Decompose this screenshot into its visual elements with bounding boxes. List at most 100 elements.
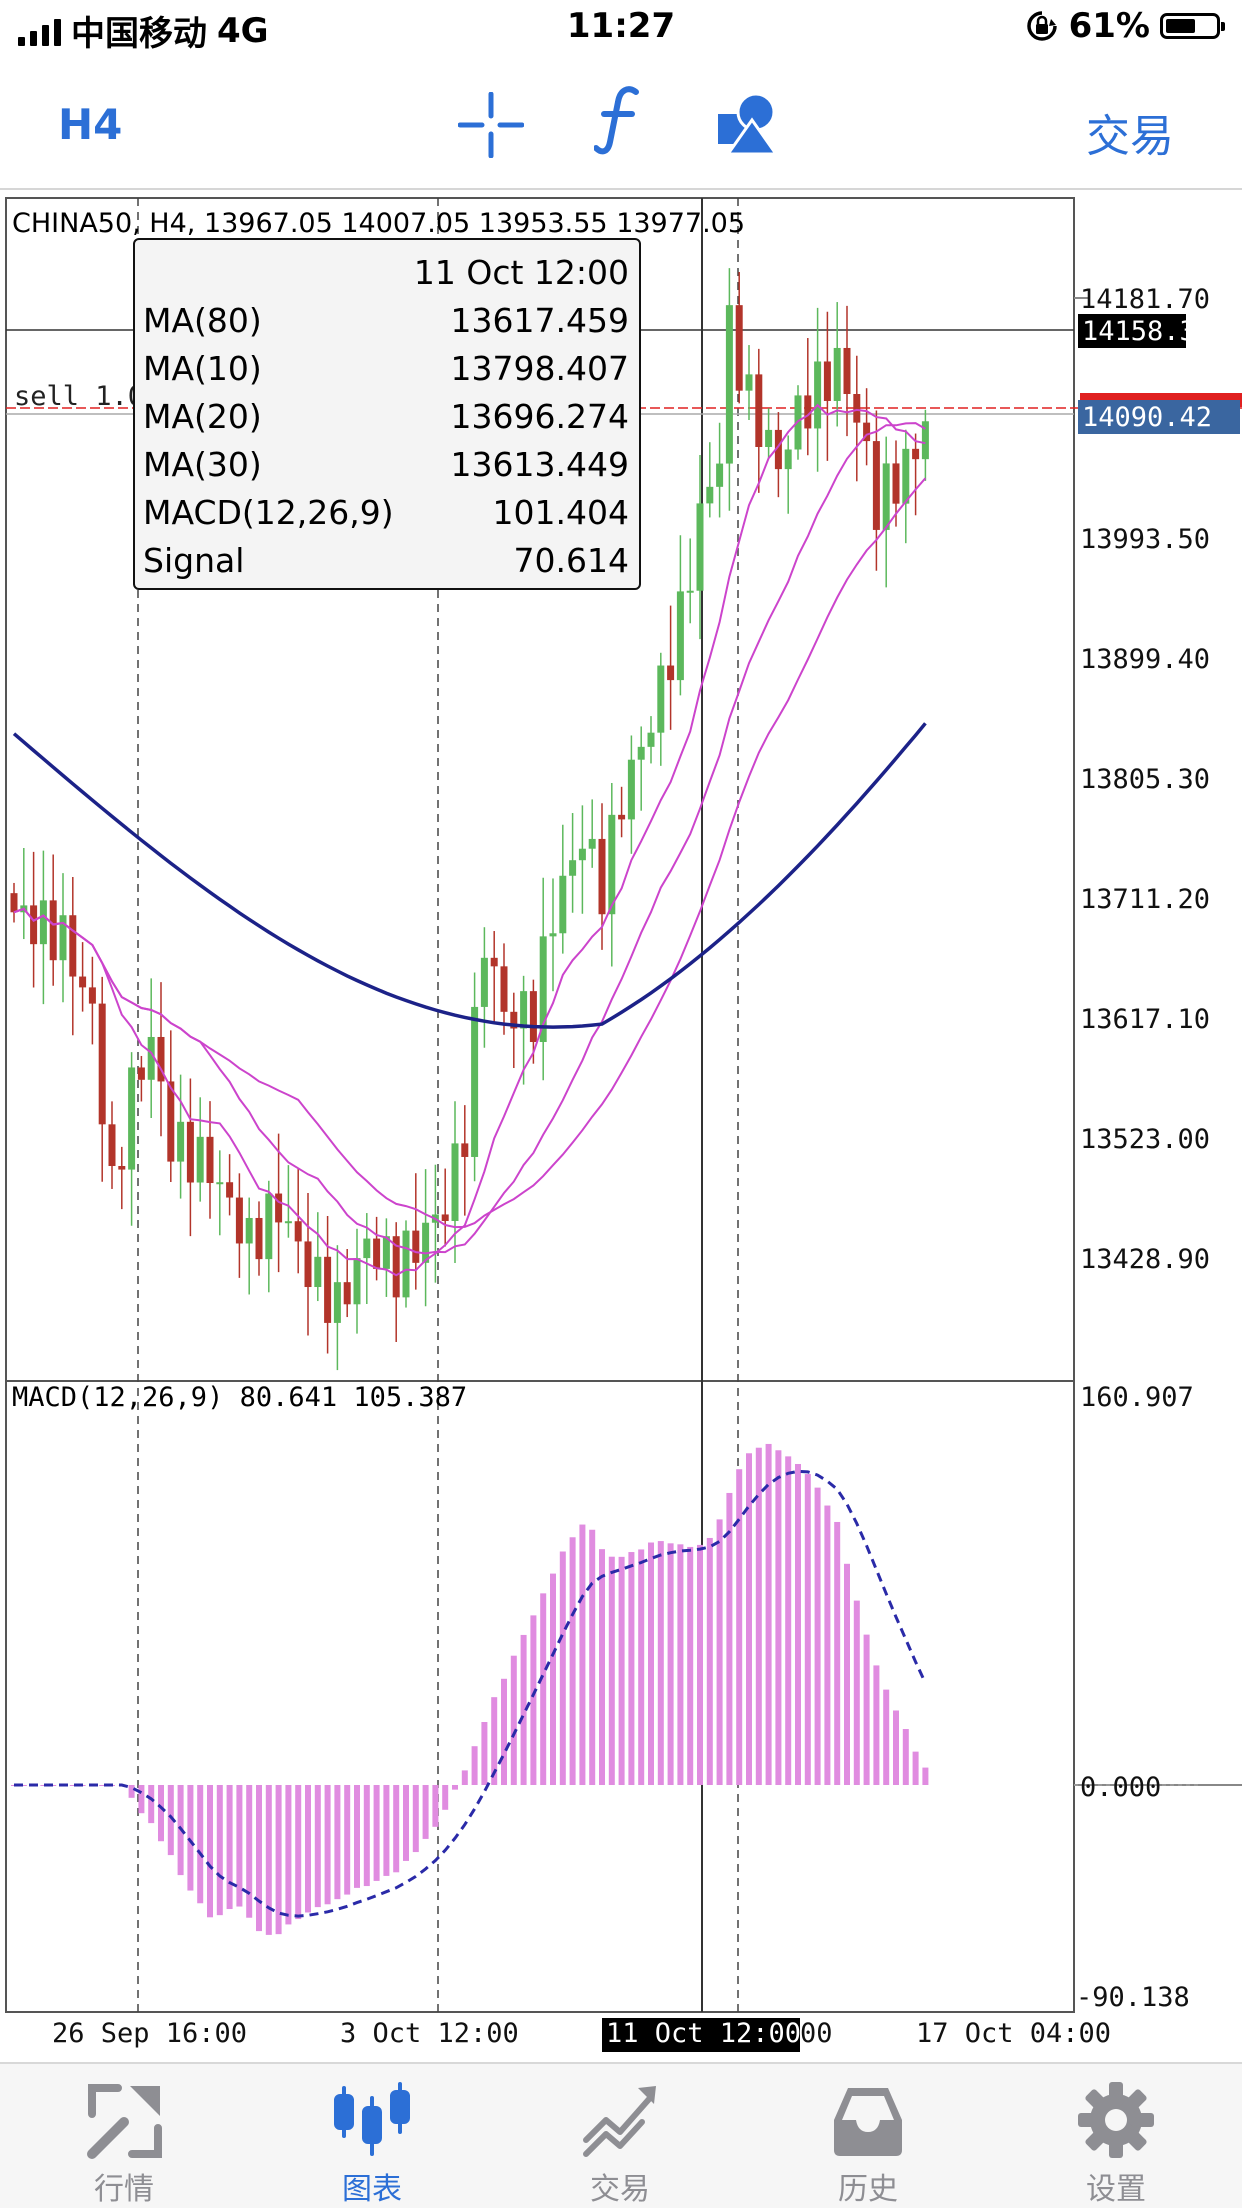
price-tick: 13711.20 [1080,884,1210,915]
moving-averages [12,403,927,1277]
orientation-lock-icon [1026,11,1057,41]
candle-body [39,900,47,945]
macd-bar [618,1556,625,1785]
candle-body [686,590,694,593]
trade-button[interactable]: 交易 [1086,111,1174,162]
candle-body [353,1258,361,1305]
candles [10,268,929,1371]
macd-bar [559,1551,566,1785]
time-tick-partial: 00 [800,2018,833,2049]
macd-bar [824,1505,831,1785]
price-tick: 13617.10 [1080,1004,1210,1035]
macd-bar [285,1785,292,1925]
tab-history[interactable]: 历史 [744,2064,992,2210]
macd-bar [716,1519,723,1785]
tooltip-value: 101.404 [492,492,629,532]
candle-body [921,421,929,460]
candle-body [598,838,606,915]
macd-bar [363,1785,370,1887]
macd-bar [432,1785,439,1827]
macd-bar [912,1751,919,1785]
tooltip-row: MA(30) 13613.449 [143,440,629,488]
macd-bar [236,1785,243,1907]
macd-bar [158,1785,164,1842]
candle-body [529,991,537,1043]
candle-body [147,1036,155,1080]
macd-bar [295,1785,302,1920]
macd-tick: 160.907 [1080,1382,1194,1413]
candle-body [49,900,57,961]
tab-settings[interactable]: 设置 [992,2064,1240,2210]
tab-trade[interactable]: 交易 [496,2064,744,2210]
tab-label: 交易 [590,2172,650,2207]
candle-body [206,1136,214,1184]
macd-bar [648,1542,654,1785]
macd-bar [775,1450,782,1785]
candle-body [294,1221,302,1242]
status-left: 中国移动 4G [18,6,269,55]
macd-bar [422,1785,429,1839]
candle-body [422,1222,430,1263]
macd-histogram [11,1443,929,1935]
candle-body [108,1124,116,1167]
candle-body [441,1214,449,1221]
candle-body [912,448,920,460]
tooltip-value: 13613.449 [450,444,629,484]
candle-body [343,1282,351,1305]
quotes-icon [87,2084,162,2159]
candle-body [618,814,626,820]
macd-bar [765,1443,772,1785]
macd-bar [383,1785,390,1876]
candle-body [284,1221,292,1224]
objects-button[interactable] [716,90,782,156]
tab-label: 图表 [342,2172,402,2207]
macd-bar [736,1469,743,1785]
time-tick: 26 Sep 16:00 [52,2018,247,2049]
macd-bar [197,1785,204,1904]
tooltip-label: MA(20) [143,396,262,436]
tab-quotes[interactable]: 行情 [0,2064,248,2210]
tab-bar: 行情 图表 交易 历史 [0,2062,1242,2208]
candle-body [304,1241,312,1288]
tab-label: 行情 [94,2172,154,2207]
crosshair-button[interactable] [457,91,525,159]
macd-bar [324,1785,331,1905]
timeframe-button[interactable]: H4 [58,100,123,149]
macd-bar [187,1785,194,1891]
tooltip-label: MA(10) [143,348,262,388]
candle-body [843,347,851,395]
macd-bar [520,1634,527,1785]
candle-body [892,463,900,504]
clock: 11:27 [566,6,676,46]
tooltip-value: 13798.407 [450,348,629,388]
macd-bar [540,1593,547,1785]
tooltip-row: Signal 70.614 [143,536,629,584]
candle-body [461,1143,469,1157]
macd-bar [344,1785,351,1895]
candle-body [765,429,773,447]
indicators-button[interactable] [593,86,644,156]
tooltip-label: MACD(12,26,9) [143,492,394,532]
macd-bar [608,1556,615,1785]
carrier-label: 中国移动 [71,14,207,54]
chart-icon [334,2082,410,2156]
macd-bar [706,1537,713,1785]
tab-label: 设置 [1086,2172,1146,2207]
tab-chart[interactable]: 图表 [248,2064,496,2210]
macd-bar [167,1785,174,1856]
candle-body [667,665,675,681]
macd-bar [589,1529,596,1785]
macd-bar [412,1785,419,1853]
macd-bar [265,1785,272,1935]
macd-bar [246,1785,253,1918]
candle-body [235,1197,243,1244]
macd-bar [726,1492,733,1785]
moving-average-line [13,477,927,1229]
tooltip-label: Signal [143,540,245,580]
candle-body [196,1136,204,1183]
network-label: 4G [217,10,269,51]
time-cursor-tag [602,2018,800,2052]
candle-body [59,915,67,961]
macd-bar [853,1600,860,1785]
macd-bar [403,1785,409,1861]
